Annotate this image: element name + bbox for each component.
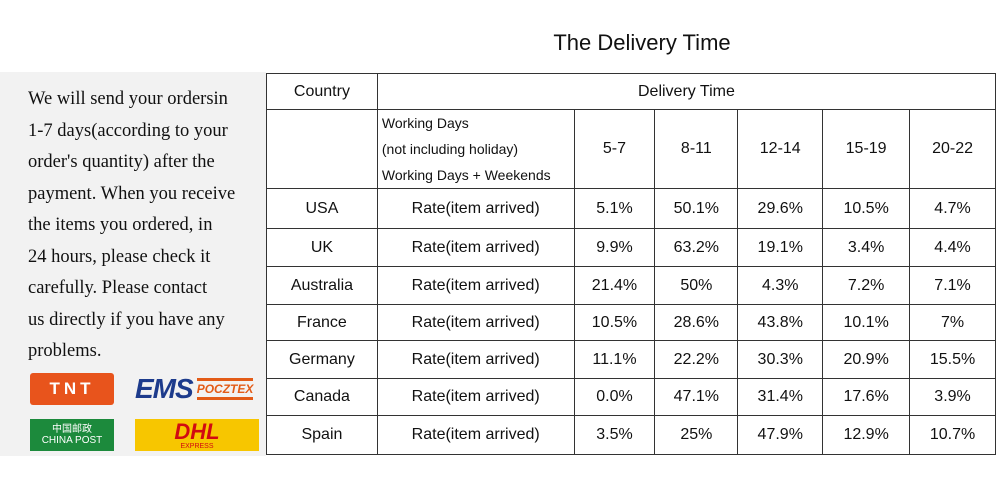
- china-post-cn-text: 中国邮政: [52, 424, 92, 435]
- header-range: 15-19: [822, 109, 911, 189]
- rate-value-cell: 9.9%: [573, 228, 656, 267]
- table-row: UK Rate(item arrived) 9.9% 63.2% 19.1% 3.4% 4.…: [266, 228, 996, 267]
- header-country: Country: [266, 73, 378, 110]
- rate-value-cell: 22.2%: [654, 340, 739, 379]
- working-days-line: Working Days + Weekends: [381, 167, 551, 183]
- china-post-logo: 中国邮政 CHINA POST: [30, 419, 114, 451]
- country-cell: France: [266, 304, 378, 341]
- country-cell: Spain: [266, 415, 378, 455]
- country-cell: UK: [266, 228, 378, 267]
- dhl-logo-text: DHL: [174, 418, 220, 444]
- working-days-line: (not including holiday): [381, 141, 519, 157]
- ems-logo: EMS POCZTEX: [135, 370, 265, 408]
- rate-value-cell: 3.9%: [909, 378, 996, 416]
- working-days-line: Working Days: [381, 115, 469, 131]
- rate-value-cell: 28.6%: [654, 304, 739, 341]
- rate-value-cell: 4.7%: [909, 188, 996, 229]
- country-cell: USA: [266, 188, 378, 229]
- china-post-en-text: CHINA POST: [41, 435, 103, 446]
- rate-label-cell: Rate(item arrived): [376, 228, 575, 267]
- rate-value-cell: 10.5%: [822, 188, 911, 229]
- table-row: USA Rate(item arrived) 5.1% 50.1% 29.6% 10.5%…: [266, 188, 996, 229]
- dhl-express-text: EXPRESS: [180, 442, 214, 450]
- country-cell: Germany: [266, 340, 378, 379]
- table-body: USA Rate(item arrived) 5.1% 50.1% 29.6% 10.5%…: [266, 188, 996, 455]
- page-title: The Delivery Time: [553, 30, 731, 55]
- rate-value-cell: 30.3%: [737, 340, 824, 379]
- rate-value-cell: 25%: [654, 415, 739, 455]
- rate-value-cell: 29.6%: [737, 188, 824, 229]
- shipping-info-text: We will send your ordersin 1-7 days(acco…: [28, 89, 236, 361]
- country-cell: Australia: [266, 266, 378, 305]
- header-range: 5-7: [573, 109, 656, 189]
- dhl-logo: DHL EXPRESS: [135, 419, 259, 451]
- rate-value-cell: 17.6%: [822, 378, 911, 416]
- rate-value-cell: 10.1%: [822, 304, 911, 341]
- rate-value-cell: 4.3%: [737, 266, 824, 305]
- rate-value-cell: 7.1%: [909, 266, 996, 305]
- header-range: 20-22: [909, 109, 996, 189]
- rate-label-cell: Rate(item arrived): [376, 415, 575, 455]
- header-range: 8-11: [654, 109, 739, 189]
- rate-value-cell: 10.5%: [573, 304, 656, 341]
- rate-value-cell: 4.4%: [909, 228, 996, 267]
- table-row: Spain Rate(item arrived) 3.5% 25% 47.9% 12.9%…: [266, 415, 996, 455]
- rate-value-cell: 47.9%: [737, 415, 824, 455]
- header-working-days: Working Days (not including holiday) Wor…: [376, 109, 575, 189]
- rate-value-cell: 47.1%: [654, 378, 739, 416]
- rate-value-cell: 11.1%: [573, 340, 656, 379]
- table-row: France Rate(item arrived) 10.5% 28.6% 43.8% 1…: [266, 304, 996, 341]
- country-cell: Canada: [266, 378, 378, 416]
- tnt-logo-text: TNT: [49, 379, 95, 398]
- rate-value-cell: 50.1%: [654, 188, 739, 229]
- table-row: Australia Rate(item arrived) 21.4% 50% 4.3% 7…: [266, 266, 996, 305]
- rate-value-cell: 12.9%: [822, 415, 911, 455]
- header-country-blank: [266, 109, 378, 189]
- rate-value-cell: 21.4%: [573, 266, 656, 305]
- rate-label-cell: Rate(item arrived): [376, 340, 575, 379]
- rate-value-cell: 15.5%: [909, 340, 996, 379]
- rate-value-cell: 5.1%: [573, 188, 656, 229]
- rate-value-cell: 19.1%: [737, 228, 824, 267]
- rate-value-cell: 7.2%: [822, 266, 911, 305]
- pocztex-logo-text: POCZTEX: [196, 378, 254, 400]
- rate-value-cell: 20.9%: [822, 340, 911, 379]
- header-range: 12-14: [737, 109, 824, 189]
- rate-label-cell: Rate(item arrived): [376, 266, 575, 305]
- rate-label-cell: Rate(item arrived): [376, 188, 575, 229]
- rate-value-cell: 31.4%: [737, 378, 824, 416]
- rate-value-cell: 0.0%: [573, 378, 656, 416]
- rate-value-cell: 3.4%: [822, 228, 911, 267]
- header-delivery-time: Delivery Time: [376, 73, 997, 110]
- rate-label-cell: Rate(item arrived): [376, 378, 575, 416]
- table-row: Germany Rate(item arrived) 11.1% 22.2% 30.3%…: [266, 340, 996, 379]
- rate-value-cell: 63.2%: [654, 228, 739, 267]
- rate-value-cell: 10.7%: [909, 415, 996, 455]
- rate-label-cell: Rate(item arrived): [376, 304, 575, 341]
- table-row: Canada Rate(item arrived) 0.0% 47.1% 31.4% 17…: [266, 378, 996, 416]
- rate-value-cell: 3.5%: [573, 415, 656, 455]
- rate-value-cell: 50%: [654, 266, 739, 305]
- tnt-logo: TNT: [30, 373, 114, 405]
- delivery-time-table: Country Delivery Time Working Days (not …: [266, 73, 997, 455]
- rate-value-cell: 7%: [909, 304, 996, 341]
- rate-value-cell: 43.8%: [737, 304, 824, 341]
- ems-logo-text: EMS: [135, 373, 194, 404]
